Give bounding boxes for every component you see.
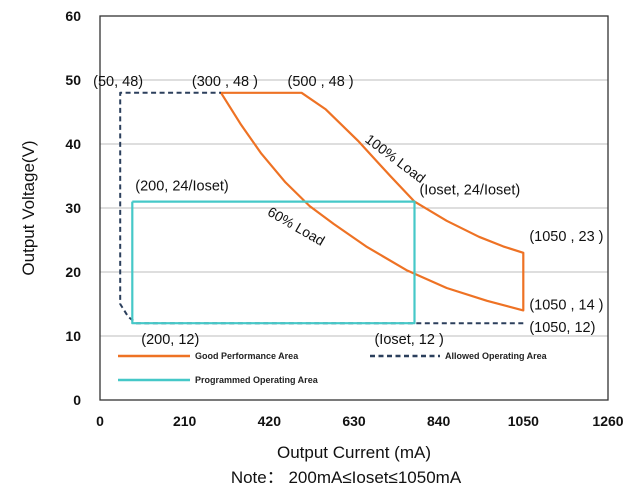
y-tick-label: 40 <box>65 136 81 152</box>
footnote: Note： 200mA≤Ioset≤1050mA <box>231 468 462 487</box>
x-tick-label: 210 <box>173 413 197 429</box>
annotations: (50, 48) (300 , 48 ) (500 , 48 ) (200, 24/I… <box>93 74 603 348</box>
legend-label: Allowed Operating Area <box>445 351 548 361</box>
series-programmed-operating-area <box>131 200 416 325</box>
y-tick-label: 30 <box>65 200 81 216</box>
y-tick-label: 60 <box>65 8 81 24</box>
y-tick-label: 0 <box>73 392 81 408</box>
y-tick-label: 50 <box>65 72 81 88</box>
plot-frame <box>99 15 609 401</box>
annotation: (200, 24/Ioset) <box>135 179 229 195</box>
y-tick-label: 10 <box>65 328 81 344</box>
annotation: (1050 , 23 ) <box>529 229 603 245</box>
x-tick-label: 1050 <box>508 413 539 429</box>
annotation: (1050, 12) <box>529 320 595 336</box>
y-tick-label: 20 <box>65 264 81 280</box>
x-tick-label: 630 <box>342 413 366 429</box>
curve-label: 100% Load <box>362 131 428 186</box>
legend-label: Good Performance Area <box>195 351 299 361</box>
annotation: (300 , 48 ) <box>192 74 258 90</box>
tick-labels: 0 10 20 30 40 50 60 0 210 420 630 840 1050 1260 <box>65 8 623 429</box>
annotation: (Ioset, 12 ) <box>374 332 443 348</box>
series-good-performance-area <box>220 91 525 312</box>
x-tick-label: 420 <box>258 413 282 429</box>
annotation: (500 , 48 ) <box>288 74 354 90</box>
x-axis-label: Output Current (mA) <box>277 443 431 462</box>
legend: Good Performance Area Allowed Operating A… <box>118 351 548 385</box>
x-tick-label: 1260 <box>592 413 623 429</box>
series-layer <box>119 91 525 325</box>
legend-label: Programmed Operating Area <box>195 375 319 385</box>
annotation: (Ioset, 24/Ioset) <box>419 183 520 199</box>
curve-label: 60% Load <box>265 203 328 248</box>
annotation: (1050 , 14 ) <box>529 297 603 313</box>
x-tick-label: 840 <box>427 413 451 429</box>
y-axis-label: Output Voltage(V) <box>19 140 38 275</box>
annotation: (50, 48) <box>93 74 143 90</box>
x-tick-label: 0 <box>96 413 104 429</box>
annotation: (200, 12) <box>141 332 199 348</box>
